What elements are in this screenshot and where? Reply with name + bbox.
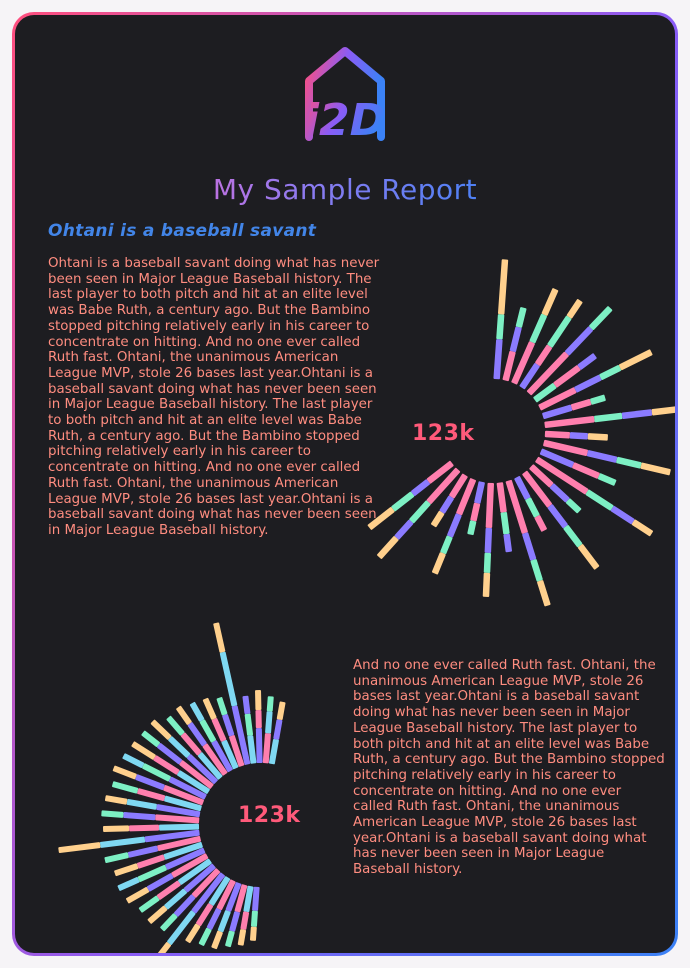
page-title: My Sample Report	[15, 173, 675, 206]
radial-chart-top: 123k	[333, 215, 675, 627]
report-card-border: i2D My Sample Report Ohtani is a basebal…	[12, 12, 678, 956]
radial-chart-bottom-svg	[58, 622, 286, 953]
logo-text: i2D	[304, 95, 386, 146]
article-heading: Ohtani is a baseball savant	[48, 221, 317, 241]
report-card: i2D My Sample Report Ohtani is a basebal…	[15, 15, 675, 953]
article-paragraph-1: Ohtani is a baseball savant doing what h…	[48, 256, 380, 538]
house-logo-icon: i2D	[304, 47, 386, 146]
logo: i2D	[15, 41, 675, 163]
chart-center-kpi-top: 123k	[412, 421, 475, 446]
radial-chart-top-svg	[367, 259, 675, 607]
chart-center-kpi-bottom: 123k	[238, 803, 301, 828]
radial-chart-bottom: 123k	[23, 577, 353, 953]
article-paragraph-2: And no one ever called Ruth fast. Ohtani…	[353, 658, 665, 878]
house-outline	[305, 47, 385, 141]
